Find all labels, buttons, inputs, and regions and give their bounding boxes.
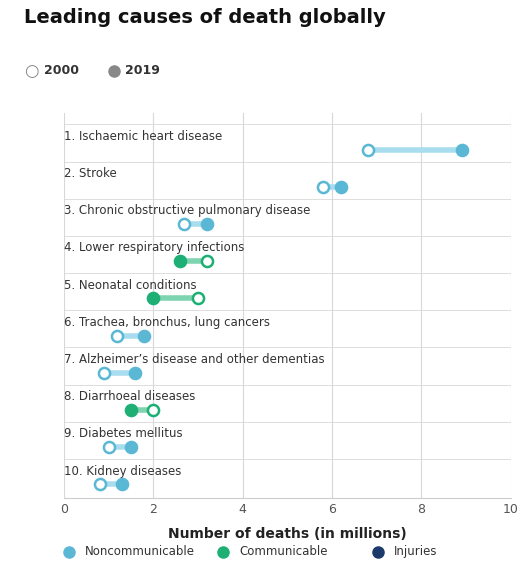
Text: 2000: 2000: [44, 65, 79, 77]
Text: 2. Stroke: 2. Stroke: [64, 167, 117, 180]
Text: 10. Kidney diseases: 10. Kidney diseases: [64, 465, 181, 478]
Text: Leading causes of death globally: Leading causes of death globally: [24, 8, 386, 28]
Text: 7. Alzheimer’s disease and other dementias: 7. Alzheimer’s disease and other dementi…: [64, 353, 325, 366]
Text: 1. Ischaemic heart disease: 1. Ischaemic heart disease: [64, 130, 222, 143]
Text: 3. Chronic obstructive pulmonary disease: 3. Chronic obstructive pulmonary disease: [64, 204, 310, 217]
Text: 9. Diabetes mellitus: 9. Diabetes mellitus: [64, 427, 182, 440]
Text: 8. Diarrhoeal diseases: 8. Diarrhoeal diseases: [64, 390, 195, 403]
Text: Communicable: Communicable: [239, 546, 328, 558]
Text: 5. Neonatal conditions: 5. Neonatal conditions: [64, 278, 196, 291]
Text: ○: ○: [24, 62, 38, 80]
Text: 6. Trachea, bronchus, lung cancers: 6. Trachea, bronchus, lung cancers: [64, 316, 270, 329]
Text: 4. Lower respiratory infections: 4. Lower respiratory infections: [64, 242, 244, 255]
Text: 2019: 2019: [125, 65, 160, 77]
Text: Injuries: Injuries: [394, 546, 437, 558]
Text: Noncommunicable: Noncommunicable: [85, 546, 195, 558]
X-axis label: Number of deaths (in millions): Number of deaths (in millions): [168, 527, 406, 541]
